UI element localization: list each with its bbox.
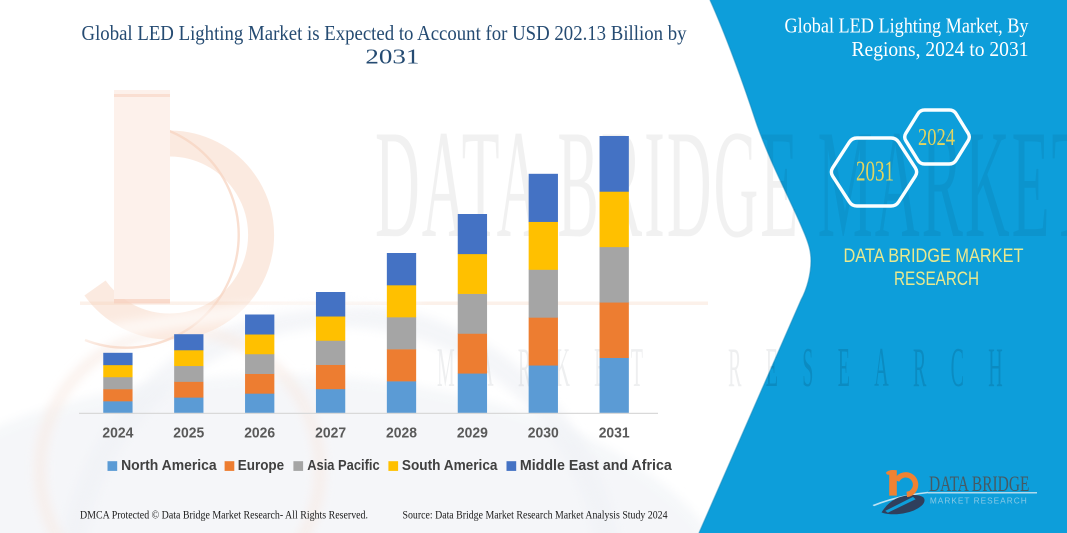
svg-text:MARKET RESEARCH: MARKET RESEARCH — [930, 496, 1028, 506]
svg-text:2030: 2030 — [528, 425, 559, 442]
svg-text:2028: 2028 — [386, 425, 417, 442]
svg-text:2024: 2024 — [918, 125, 955, 151]
svg-text:South America: South America — [402, 457, 498, 474]
svg-text:RESEARCH: RESEARCH — [894, 269, 979, 290]
svg-text:2031: 2031 — [365, 45, 419, 69]
svg-text:2029: 2029 — [457, 425, 488, 442]
svg-text:2027: 2027 — [315, 425, 346, 442]
svg-text:DMCA Protected © Data Bridge M: DMCA Protected © Data Bridge Market Rese… — [80, 508, 368, 522]
svg-text:Global LED Lighting Market, By: Global LED Lighting Market, By — [785, 14, 1029, 38]
svg-text:North America: North America — [121, 457, 217, 474]
svg-text:2026: 2026 — [244, 425, 275, 442]
svg-text:Middle East and Africa: Middle East and Africa — [520, 457, 673, 474]
svg-text:2031: 2031 — [599, 425, 630, 442]
svg-text:DATA BRIDGE MARKET: DATA BRIDGE MARKET — [844, 246, 1024, 267]
svg-text:2025: 2025 — [173, 425, 204, 442]
svg-text:Regions, 2024 to 2031: Regions, 2024 to 2031 — [852, 37, 1029, 61]
svg-text:Source: Data Bridge Market Res: Source: Data Bridge Market Research Mark… — [403, 508, 668, 522]
svg-text:DATA BRIDGE: DATA BRIDGE — [929, 471, 1029, 496]
svg-text:Global LED Lighting Market is: Global LED Lighting Market is Expected t… — [82, 21, 687, 45]
svg-text:2024: 2024 — [102, 425, 134, 442]
svg-text:Asia Pacific: Asia Pacific — [307, 457, 380, 474]
svg-text:Europe: Europe — [238, 457, 284, 474]
svg-text:2031: 2031 — [856, 157, 894, 188]
